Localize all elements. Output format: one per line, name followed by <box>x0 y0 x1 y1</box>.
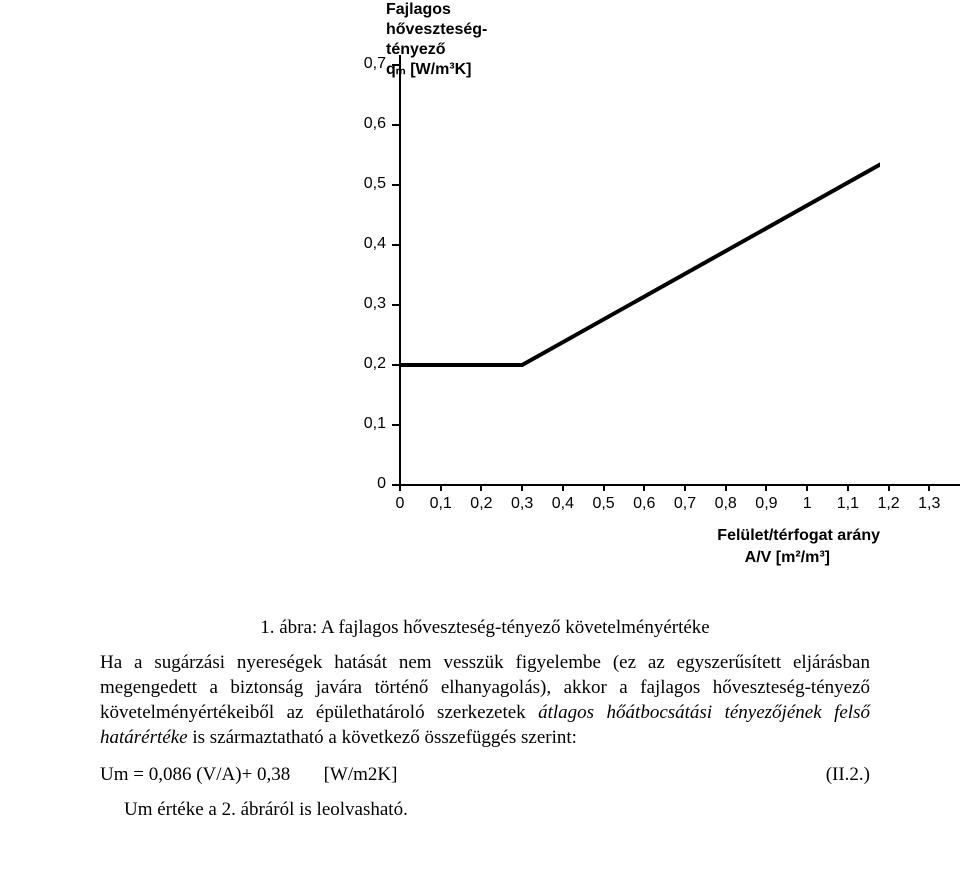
formula-line: Um = 0,086 (V/A)+ 0,38 [W/m2K] (II.2.) <box>100 762 870 787</box>
formula-reference: (II.2.) <box>826 762 870 787</box>
chart-line <box>140 0 880 590</box>
chart: Fajlagos hőveszteség- tényező qₘ [W/m³K]… <box>140 0 880 590</box>
page: Fajlagos hőveszteség- tényező qₘ [W/m³K]… <box>0 0 960 882</box>
x-tick-mark <box>928 485 930 491</box>
x-tick-mark <box>888 485 890 491</box>
formula-unit: [W/m2K] <box>324 764 398 785</box>
x-axis-label: Felület/térfogat arány <box>717 527 880 545</box>
x-tick-label: 1,2 <box>877 495 899 513</box>
paragraph-part-2: is származtatható a következő összefüggé… <box>188 727 577 748</box>
text-block: 1. ábra: A fajlagos hőveszteség-tényező … <box>100 615 870 834</box>
formula-expression: Um = 0,086 (V/A)+ 0,38 <box>100 764 290 785</box>
body-paragraph: Ha a sugárzási nyereségek hatását nem ve… <box>100 650 870 750</box>
x-axis-unit-label: A/V [m²/m³] <box>745 549 830 567</box>
x-tick-label: 1,3 <box>918 495 940 513</box>
figure-caption: 1. ábra: A fajlagos hőveszteség-tényező … <box>100 615 870 640</box>
bottom-paragraph: Um értéke a 2. ábráról is leolvasható. <box>100 797 870 822</box>
